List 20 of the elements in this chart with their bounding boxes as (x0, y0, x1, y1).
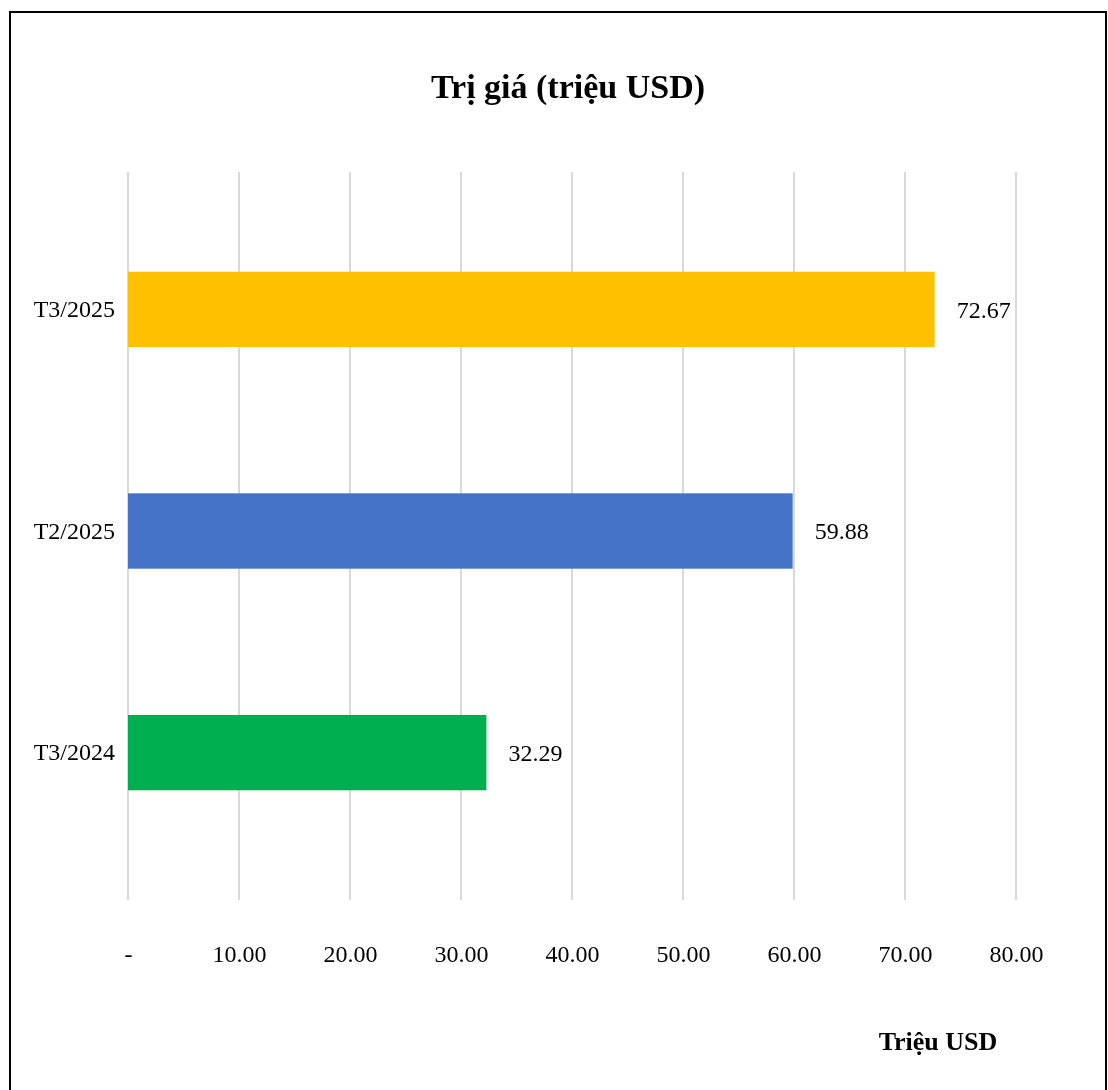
data-label: 32.29 (508, 740, 563, 766)
x-tick-label: 60.00 (767, 941, 822, 968)
x-tick-label: 80.00 (989, 941, 1044, 968)
bar (128, 271, 935, 348)
chart-title: Trị giá (triệu USD) (430, 68, 706, 106)
y-tick-label: T3/2025 (33, 296, 115, 323)
x-tick-label: 30.00 (434, 941, 489, 968)
y-tick-label: T3/2024 (33, 739, 115, 766)
x-axis-title: Triệu USD (878, 1027, 998, 1056)
data-label: 72.67 (956, 296, 1011, 323)
x-tick-label: - (124, 941, 133, 968)
data-label: 59.88 (814, 518, 869, 545)
x-tick-label: 50.00 (656, 941, 711, 968)
bar (128, 493, 793, 569)
x-tick-label: 70.00 (878, 941, 933, 968)
x-tick-label: 40.00 (545, 941, 600, 968)
x-tick-label: 20.00 (323, 941, 378, 968)
x-tick-label: 10.00 (212, 941, 267, 968)
y-tick-label: T2/2025 (33, 517, 115, 544)
bar (128, 714, 487, 791)
